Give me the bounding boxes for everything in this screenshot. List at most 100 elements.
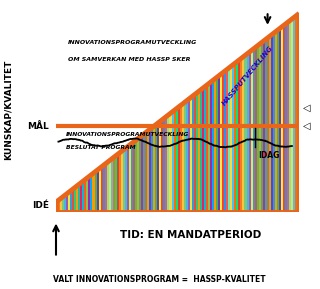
Polygon shape [200, 90, 202, 212]
Polygon shape [125, 148, 127, 212]
Polygon shape [226, 69, 228, 212]
Polygon shape [147, 131, 149, 212]
Polygon shape [271, 35, 273, 212]
Polygon shape [297, 14, 299, 212]
Polygon shape [68, 192, 70, 212]
Polygon shape [64, 195, 66, 212]
Text: ◁: ◁ [303, 121, 310, 131]
Polygon shape [234, 63, 236, 212]
Polygon shape [133, 142, 135, 212]
Polygon shape [99, 168, 100, 212]
Polygon shape [145, 132, 147, 212]
Polygon shape [141, 135, 143, 212]
Polygon shape [159, 121, 161, 212]
Polygon shape [172, 112, 173, 212]
Polygon shape [103, 165, 105, 212]
Polygon shape [137, 138, 139, 212]
Text: OM SAMVERKAN MED HASSP SKER: OM SAMVERKAN MED HASSP SKER [68, 57, 191, 62]
Polygon shape [182, 104, 184, 212]
Polygon shape [109, 160, 111, 212]
Polygon shape [157, 123, 159, 212]
Polygon shape [123, 149, 125, 212]
Polygon shape [295, 16, 297, 212]
Polygon shape [281, 27, 283, 212]
Polygon shape [119, 153, 121, 212]
Polygon shape [210, 82, 212, 212]
Polygon shape [206, 85, 208, 212]
Polygon shape [170, 113, 172, 212]
Polygon shape [105, 164, 107, 212]
Polygon shape [204, 86, 206, 212]
Polygon shape [84, 179, 86, 212]
Text: KUNSKAP/KVALITET: KUNSKAP/KVALITET [4, 60, 12, 160]
Polygon shape [194, 95, 196, 212]
Polygon shape [94, 171, 97, 212]
Polygon shape [251, 50, 252, 212]
Polygon shape [80, 182, 82, 212]
Polygon shape [176, 109, 178, 212]
Polygon shape [244, 55, 246, 212]
Polygon shape [178, 107, 180, 212]
Text: IDÉ: IDÉ [32, 201, 49, 210]
Polygon shape [115, 156, 117, 212]
Polygon shape [289, 21, 291, 212]
Polygon shape [72, 189, 74, 212]
Text: BESLUTAT PROGRAM: BESLUTAT PROGRAM [66, 145, 135, 150]
Polygon shape [249, 52, 251, 212]
Polygon shape [153, 126, 155, 212]
Polygon shape [208, 84, 210, 212]
Polygon shape [91, 175, 92, 212]
Polygon shape [246, 53, 249, 212]
Polygon shape [129, 145, 131, 212]
Polygon shape [88, 176, 91, 212]
Polygon shape [222, 72, 224, 212]
Polygon shape [66, 194, 68, 212]
Polygon shape [173, 110, 176, 212]
Polygon shape [196, 93, 198, 212]
Polygon shape [255, 47, 257, 212]
Polygon shape [285, 24, 287, 212]
Polygon shape [291, 19, 293, 212]
Polygon shape [121, 151, 123, 212]
Polygon shape [78, 184, 80, 212]
Polygon shape [97, 170, 99, 212]
Polygon shape [149, 129, 151, 212]
Polygon shape [188, 99, 190, 212]
Polygon shape [283, 25, 285, 212]
Polygon shape [117, 154, 119, 212]
Polygon shape [265, 39, 267, 212]
Polygon shape [82, 181, 84, 212]
Polygon shape [240, 58, 243, 212]
Polygon shape [186, 101, 188, 212]
Polygon shape [230, 66, 232, 212]
Polygon shape [243, 57, 244, 212]
Polygon shape [257, 46, 259, 212]
Text: INNOVATIONSPROGRAMUTVECKLING: INNOVATIONSPROGRAMUTVECKLING [66, 132, 189, 138]
Polygon shape [131, 143, 133, 212]
Text: TID: EN MANDATPERIOD: TID: EN MANDATPERIOD [120, 230, 261, 240]
Polygon shape [60, 198, 62, 212]
Polygon shape [275, 32, 277, 212]
Polygon shape [111, 159, 113, 212]
Polygon shape [269, 36, 271, 212]
Polygon shape [155, 124, 157, 212]
Polygon shape [216, 77, 218, 212]
Polygon shape [107, 162, 109, 212]
Polygon shape [86, 178, 88, 212]
Polygon shape [58, 200, 60, 212]
Polygon shape [167, 115, 170, 212]
Polygon shape [202, 88, 204, 212]
Polygon shape [220, 74, 222, 212]
Polygon shape [232, 64, 234, 212]
Polygon shape [259, 44, 261, 212]
Polygon shape [252, 49, 255, 212]
Polygon shape [135, 140, 137, 212]
Polygon shape [224, 71, 226, 212]
Polygon shape [76, 186, 78, 212]
Polygon shape [161, 120, 164, 212]
Polygon shape [198, 91, 200, 212]
Text: INNOVATIONSPROGRAMUTVECKLING: INNOVATIONSPROGRAMUTVECKLING [68, 40, 197, 45]
Polygon shape [263, 41, 265, 212]
Polygon shape [228, 68, 230, 212]
Polygon shape [218, 75, 220, 212]
